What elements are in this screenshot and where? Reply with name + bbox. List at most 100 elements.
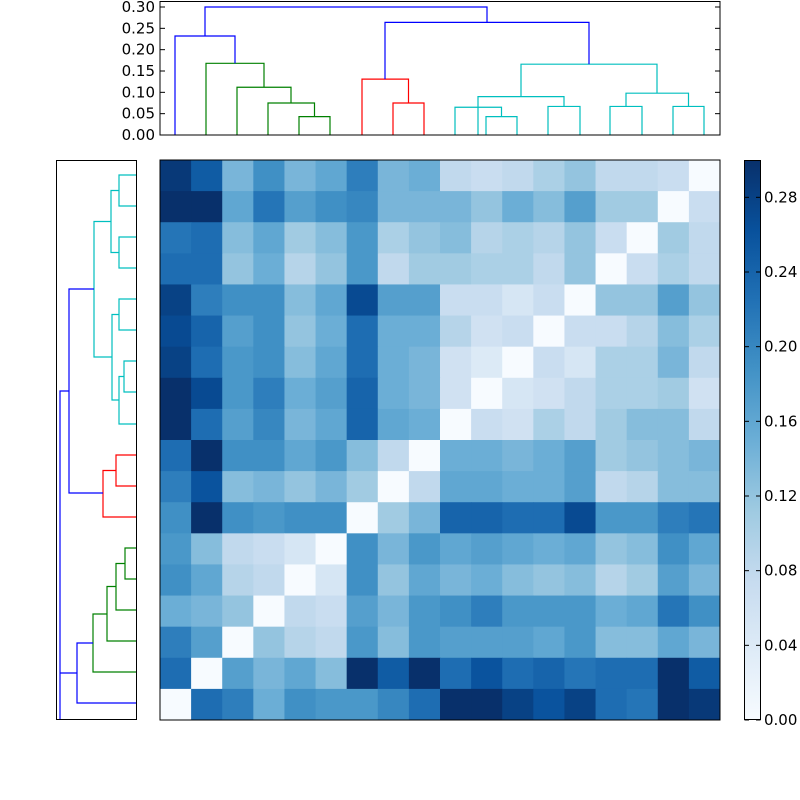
- heatmap-cell: [626, 626, 659, 659]
- heatmap-cell: [564, 315, 597, 348]
- left-dendrogram-frame: [56, 160, 137, 720]
- heatmap-cell: [222, 440, 254, 472]
- heatmap-cell: [564, 160, 597, 192]
- heatmap-cell: [408, 688, 441, 721]
- heatmap-cell: [440, 533, 472, 565]
- heatmap-cell: [502, 377, 534, 410]
- heatmap-cell: [533, 688, 565, 721]
- dendrogram-link: [609, 105, 643, 135]
- heatmap-cell: [346, 222, 379, 254]
- heatmap-cell: [440, 222, 472, 254]
- heatmap-cell: [191, 502, 223, 534]
- heatmap-cell: [160, 440, 192, 472]
- heatmap-cell: [688, 253, 721, 285]
- colorbar-ticks: 0.00 0.04 0.08 0.12 0.16 0.20 0.24 0.28: [744, 188, 797, 729]
- heatmap-cell: [564, 595, 597, 628]
- dendrogram-link: [520, 63, 658, 97]
- heatmap-cell: [502, 440, 534, 472]
- heatmap-cell: [346, 253, 379, 285]
- heatmap-cell: [408, 253, 441, 285]
- heatmap-cell: [315, 377, 348, 410]
- heatmap-cell: [191, 533, 223, 565]
- heatmap-cell: [440, 688, 472, 721]
- heatmap-frame: [159, 159, 721, 721]
- heatmap-cell: [471, 657, 503, 690]
- heatmap-cell: [222, 502, 254, 534]
- heatmap-cell: [222, 688, 254, 721]
- heatmap-cell: [440, 502, 472, 534]
- heatmap-cell: [315, 502, 348, 534]
- colorbar-tick-label: 0.08: [764, 562, 797, 580]
- heatmap-cell: [471, 440, 503, 472]
- heatmap-cell: [160, 502, 192, 534]
- heatmap-cell: [564, 626, 597, 659]
- heatmap-cell: [688, 533, 721, 565]
- heatmap-cell: [346, 626, 379, 659]
- heatmap-cell: [408, 626, 441, 659]
- heatmap-cell: [408, 657, 441, 690]
- heatmap-cell: [657, 346, 690, 379]
- heatmap-cell: [284, 377, 317, 410]
- heatmap-cell: [191, 564, 223, 597]
- heatmap-cell: [222, 191, 254, 223]
- heatmap-cell: [377, 564, 410, 597]
- heatmap-cell: [408, 160, 441, 192]
- heatmap-cell: [688, 564, 721, 597]
- heatmap-cell: [471, 626, 503, 659]
- dendrogram-y-tick-label: 0.20: [122, 41, 155, 59]
- heatmap-cell: [284, 222, 317, 254]
- dendrogram-link: [174, 35, 236, 135]
- heatmap-cell: [688, 346, 721, 379]
- heatmap-cell: [471, 408, 503, 441]
- heatmap-cell: [191, 657, 223, 690]
- heatmap-cell: [533, 160, 565, 192]
- heatmap-cell: [688, 191, 721, 223]
- heatmap-cell: [284, 471, 317, 503]
- heatmap-cell: [564, 253, 597, 285]
- heatmap-cell: [595, 564, 628, 597]
- dendrogram-link: [361, 78, 410, 135]
- heatmap-cell: [440, 626, 472, 659]
- heatmap-cell: [160, 284, 192, 317]
- heatmap-cell: [160, 408, 192, 441]
- heatmap-cell: [160, 657, 192, 690]
- heatmap-cell: [688, 222, 721, 254]
- heatmap-cell: [284, 191, 317, 223]
- heatmap-cell: [564, 688, 597, 721]
- heatmap-cell: [440, 657, 472, 690]
- heatmap-cell: [253, 533, 285, 565]
- heatmap-cell: [191, 222, 223, 254]
- dendrogram-link: [236, 86, 292, 135]
- heatmap-cell: [688, 595, 721, 628]
- heatmap-cell: [191, 284, 223, 317]
- heatmap-cell: [222, 533, 254, 565]
- heatmap-cell: [564, 657, 597, 690]
- heatmap-cell: [377, 222, 410, 254]
- heatmap-cell: [626, 471, 659, 503]
- heatmap-cell: [688, 160, 721, 192]
- heatmap-cell: [346, 377, 379, 410]
- heatmap-cell: [657, 191, 690, 223]
- heatmap-cell: [502, 346, 534, 379]
- heatmap-cell: [377, 191, 410, 223]
- heatmap-cell: [315, 222, 348, 254]
- heatmap-cell: [191, 471, 223, 503]
- heatmap-cell: [222, 253, 254, 285]
- dendrogram-link: [205, 62, 265, 135]
- heatmap-cell: [377, 626, 410, 659]
- dendrogram-y-tick-label: 0.30: [122, 0, 155, 16]
- heatmap-cell: [688, 408, 721, 441]
- dendrogram-link: [298, 116, 331, 135]
- heatmap-cell: [346, 688, 379, 721]
- heatmap-cell: [502, 160, 534, 192]
- heatmap-cell: [440, 440, 472, 472]
- heatmap-cell: [688, 502, 721, 534]
- heatmap-cell: [346, 284, 379, 317]
- heatmap-cell: [471, 160, 503, 192]
- heatmap-cell: [688, 440, 721, 472]
- heatmap-cell: [284, 160, 317, 192]
- heatmap-cell: [315, 160, 348, 192]
- heatmap-cell: [595, 191, 628, 223]
- heatmap-cell: [191, 253, 223, 285]
- heatmap-cell: [471, 191, 503, 223]
